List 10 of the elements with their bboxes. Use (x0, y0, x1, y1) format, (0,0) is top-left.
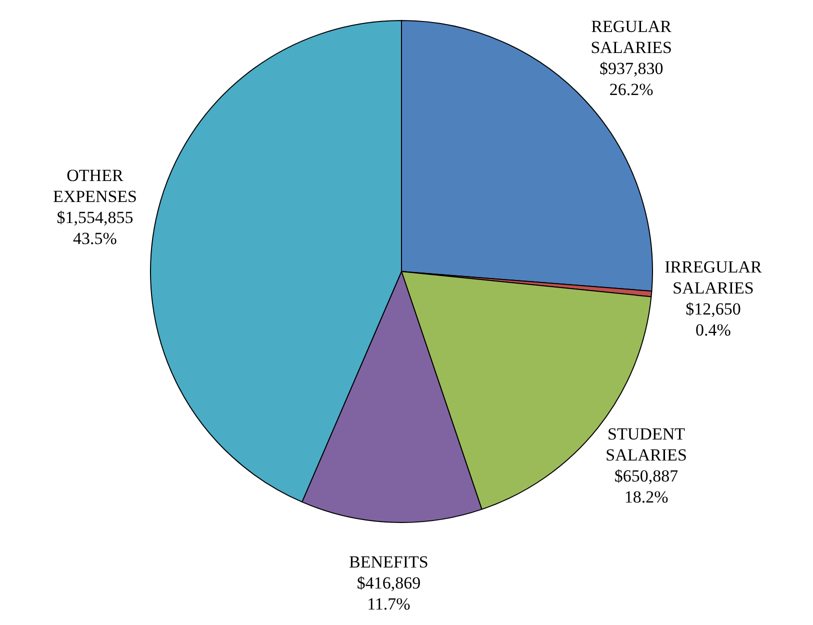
data-label: $1,554,855 43.5% (56, 208, 134, 248)
data-label: $12,650 0.4% (686, 299, 741, 340)
data-label: $937,830 26.2% (599, 58, 664, 99)
slice-label: REGULAR SALARIES (590, 16, 672, 57)
slice-label: BENEFITS (349, 552, 428, 572)
slice-label: OTHER EXPENSES (52, 166, 138, 206)
data-label: $416,869 11.7% (356, 574, 421, 614)
slice-label: IRREGULAR SALARIES (664, 257, 763, 298)
slice-label: STUDENT SALARIES (606, 424, 687, 465)
data-label: $650,887 18.2% (614, 466, 679, 507)
